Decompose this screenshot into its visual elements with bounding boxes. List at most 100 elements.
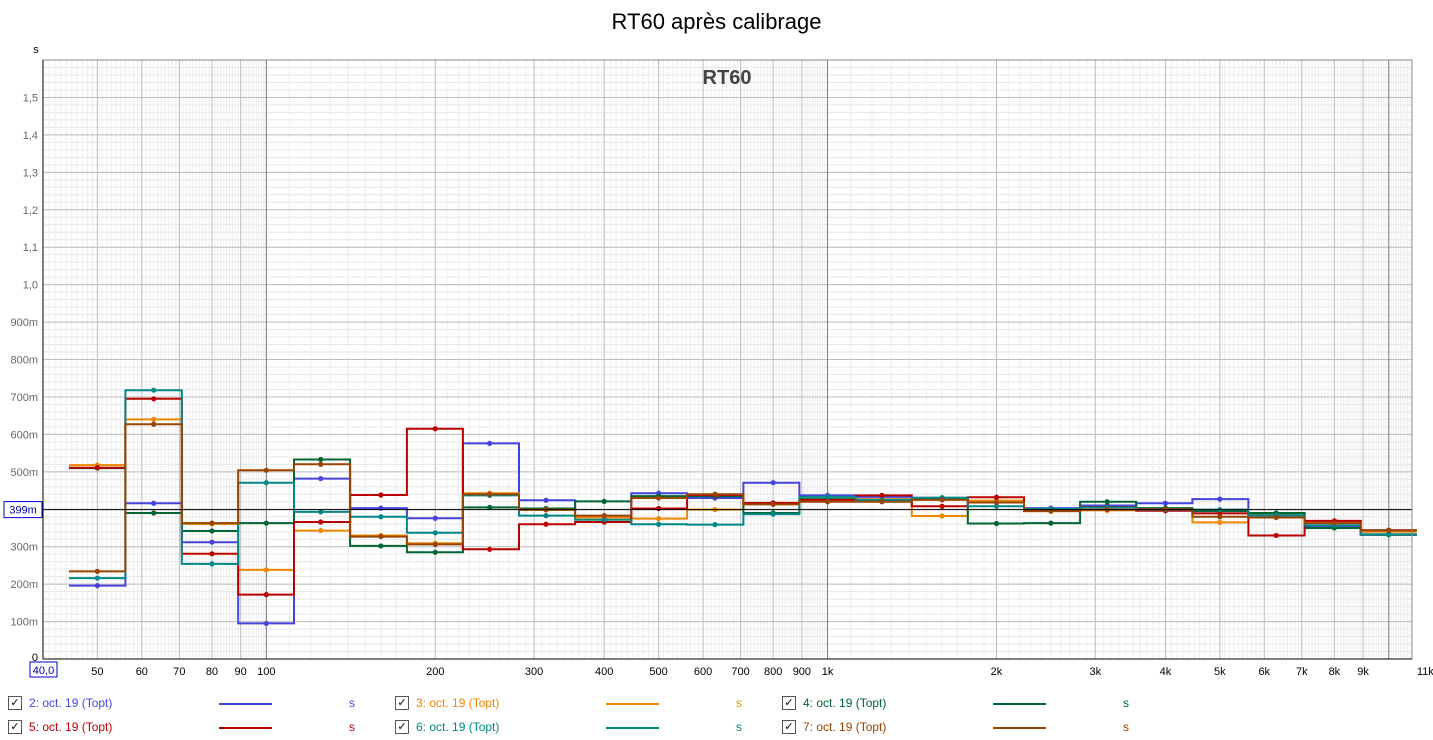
- data-point: [151, 396, 156, 401]
- data-point: [1163, 501, 1168, 506]
- checkbox[interactable]: ✓: [782, 696, 796, 710]
- data-point: [151, 422, 156, 427]
- legend-unit: s: [349, 720, 355, 734]
- data-point: [433, 530, 438, 535]
- x-tick-label: 800: [764, 666, 782, 678]
- data-point: [318, 528, 323, 533]
- data-point: [264, 468, 269, 473]
- data-point: [95, 465, 100, 470]
- checkbox[interactable]: ✓: [395, 696, 409, 710]
- data-point: [940, 513, 945, 518]
- x-tick-label: 60: [136, 666, 148, 678]
- x-tick-label: 900: [793, 666, 811, 678]
- checkbox[interactable]: ✓: [782, 720, 796, 734]
- data-point: [656, 506, 661, 511]
- checkbox[interactable]: ✓: [395, 720, 409, 734]
- x-tick-label: 700: [731, 666, 749, 678]
- data-point: [318, 457, 323, 462]
- data-point: [151, 501, 156, 506]
- y-tick-label: 1,5: [23, 92, 38, 104]
- chart-title: RT60: [703, 67, 752, 89]
- data-point: [487, 492, 492, 497]
- data-point: [433, 516, 438, 521]
- data-point: [825, 494, 830, 499]
- x-tick-label: 300: [525, 666, 543, 678]
- y-tick-label: 1,0: [23, 280, 38, 292]
- y-tick-label: 800m: [10, 355, 38, 367]
- data-point: [994, 521, 999, 526]
- x-tick-label: 1k: [822, 666, 834, 678]
- data-point: [1332, 521, 1337, 526]
- x-tick-label: 9k: [1357, 666, 1369, 678]
- data-point: [1048, 521, 1053, 526]
- x-tick-label: 11kHz: [1417, 666, 1433, 678]
- legend-name: 2: oct. 19 (Topt): [29, 696, 112, 710]
- data-point: [543, 513, 548, 518]
- legend-line-swatch: [993, 727, 1046, 729]
- data-point: [264, 592, 269, 597]
- legend-line-swatch: [606, 703, 659, 705]
- data-point: [264, 621, 269, 626]
- legend-unit: s: [736, 696, 742, 710]
- data-point: [879, 499, 884, 504]
- data-point: [151, 510, 156, 515]
- x-tick-label: 3k: [1090, 666, 1102, 678]
- checkbox[interactable]: ✓: [8, 720, 22, 734]
- legend-line-swatch: [219, 727, 272, 729]
- data-point: [656, 522, 661, 527]
- legend-unit: s: [1123, 696, 1129, 710]
- data-point: [378, 543, 383, 548]
- legend-unit: s: [1123, 720, 1129, 734]
- data-point: [940, 497, 945, 502]
- y-tick-label: 600m: [10, 429, 38, 441]
- cursor-value-label: 399m: [9, 505, 37, 517]
- data-point: [151, 417, 156, 422]
- data-point: [712, 492, 717, 497]
- data-point: [825, 499, 830, 504]
- y-tick-label: 200m: [10, 579, 38, 591]
- y-tick-label: 1,4: [23, 130, 38, 142]
- legend-line-swatch: [219, 703, 272, 705]
- x-tick-label: 80: [206, 666, 218, 678]
- legend: ✓ 2: oct. 19 (Topt) s ✓ 3: oct. 19 (Topt…: [0, 690, 1433, 740]
- legend-name: 6: oct. 19 (Topt): [416, 720, 499, 734]
- x-tick-label: 100: [257, 666, 275, 678]
- legend-name: 3: oct. 19 (Topt): [416, 696, 499, 710]
- y-tick-label: 1,3: [23, 167, 38, 179]
- legend-unit: s: [736, 720, 742, 734]
- data-point: [1217, 520, 1222, 525]
- data-point: [602, 513, 607, 518]
- x-tick-label: 8k: [1329, 666, 1341, 678]
- x-tick-label: 600: [694, 666, 712, 678]
- y-tick-label: 1,2: [23, 205, 38, 217]
- data-point: [264, 567, 269, 572]
- legend-unit: s: [349, 696, 355, 710]
- data-point: [771, 480, 776, 485]
- x-tick-label: 2k: [991, 666, 1003, 678]
- y-tick-label: 700m: [10, 392, 38, 404]
- checkbox[interactable]: ✓: [8, 696, 22, 710]
- x-tick-label: 70: [173, 666, 185, 678]
- data-point: [378, 514, 383, 519]
- x-tick-label: 200: [426, 666, 444, 678]
- data-point: [1217, 514, 1222, 519]
- data-point: [656, 516, 661, 521]
- data-point: [771, 512, 776, 517]
- data-point: [994, 495, 999, 500]
- data-point: [318, 462, 323, 467]
- y-axis-label: s: [33, 44, 39, 56]
- x-tick-label: 4k: [1160, 666, 1172, 678]
- data-point: [433, 542, 438, 547]
- data-point: [95, 569, 100, 574]
- y-tick-label: 900m: [10, 317, 38, 329]
- data-point: [1105, 499, 1110, 504]
- data-point: [378, 492, 383, 497]
- data-point: [318, 519, 323, 524]
- data-point: [209, 551, 214, 556]
- rt60-chart[interactable]: 399m 0 100m 200m 300m 500m 600m 700m 800m 900m 1,…: [0, 0, 1433, 690]
- data-point: [95, 583, 100, 588]
- legend-name: 4: oct. 19 (Topt): [803, 696, 886, 710]
- data-point: [543, 498, 548, 503]
- data-point: [487, 441, 492, 446]
- data-point: [879, 493, 884, 498]
